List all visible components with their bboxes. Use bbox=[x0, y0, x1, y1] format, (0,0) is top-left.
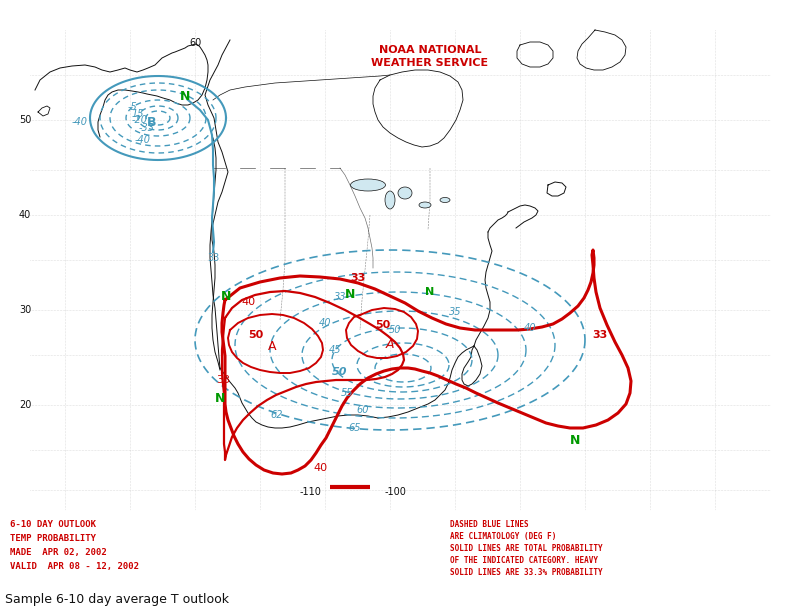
Text: 65: 65 bbox=[348, 423, 361, 433]
Text: 50: 50 bbox=[249, 330, 264, 340]
Ellipse shape bbox=[419, 202, 431, 208]
Text: -40: -40 bbox=[135, 135, 151, 145]
Text: MADE  APR 02, 2002: MADE APR 02, 2002 bbox=[10, 548, 107, 557]
Text: N: N bbox=[215, 392, 225, 405]
Text: SOLID LINES ARE TOTAL PROBABILITY: SOLID LINES ARE TOTAL PROBABILITY bbox=[450, 544, 603, 553]
Text: A: A bbox=[386, 338, 394, 351]
Text: 30: 30 bbox=[19, 305, 31, 315]
Text: -20: -20 bbox=[132, 115, 148, 125]
Text: NOAA NATIONAL: NOAA NATIONAL bbox=[379, 45, 482, 55]
Text: -110: -110 bbox=[299, 487, 321, 497]
Text: 40: 40 bbox=[19, 210, 31, 220]
Text: 45: 45 bbox=[329, 345, 341, 355]
Text: N: N bbox=[425, 287, 435, 297]
Text: DASHED BLUE LINES: DASHED BLUE LINES bbox=[450, 520, 528, 529]
Text: 15: 15 bbox=[131, 109, 144, 119]
Text: 20: 20 bbox=[19, 400, 31, 410]
Text: 60: 60 bbox=[356, 405, 369, 415]
Text: Sample 6-10 day average T outlook: Sample 6-10 day average T outlook bbox=[5, 594, 229, 606]
Text: B: B bbox=[147, 116, 157, 129]
Text: N: N bbox=[345, 288, 355, 302]
Text: 40: 40 bbox=[318, 318, 331, 328]
Text: 33: 33 bbox=[350, 273, 366, 283]
Text: N: N bbox=[221, 289, 231, 302]
Text: ARE CLIMATOLOGY (DEG F): ARE CLIMATOLOGY (DEG F) bbox=[450, 532, 556, 541]
Ellipse shape bbox=[351, 179, 386, 191]
Text: 50: 50 bbox=[389, 325, 402, 335]
Ellipse shape bbox=[398, 187, 412, 199]
Ellipse shape bbox=[385, 191, 395, 209]
Text: 60: 60 bbox=[188, 38, 201, 48]
Text: SOLID LINES ARE 33.3% PROBABILITY: SOLID LINES ARE 33.3% PROBABILITY bbox=[450, 568, 603, 577]
Text: 33: 33 bbox=[592, 330, 607, 340]
Text: 33: 33 bbox=[216, 375, 230, 385]
Ellipse shape bbox=[440, 198, 450, 203]
Text: 40: 40 bbox=[313, 463, 327, 473]
Text: 50: 50 bbox=[333, 367, 348, 377]
Text: 40: 40 bbox=[241, 297, 255, 307]
Text: OF THE INDICATED CATEGORY. HEAVY: OF THE INDICATED CATEGORY. HEAVY bbox=[450, 556, 598, 565]
Text: 50: 50 bbox=[19, 115, 31, 125]
Text: 40: 40 bbox=[524, 323, 536, 333]
Text: 55: 55 bbox=[341, 388, 353, 398]
Text: N: N bbox=[569, 433, 581, 447]
Text: 33: 33 bbox=[333, 292, 346, 302]
Text: -5: -5 bbox=[128, 102, 137, 112]
Text: -100: -100 bbox=[384, 487, 406, 497]
Text: 35: 35 bbox=[449, 307, 461, 317]
Text: WEATHER SERVICE: WEATHER SERVICE bbox=[371, 58, 489, 68]
Text: -33: -33 bbox=[139, 123, 155, 133]
Text: N: N bbox=[180, 89, 190, 102]
Text: 33: 33 bbox=[207, 253, 219, 263]
Text: 50: 50 bbox=[375, 320, 390, 330]
Text: 62: 62 bbox=[271, 410, 284, 420]
Text: 6-10 DAY OUTLOOK: 6-10 DAY OUTLOOK bbox=[10, 520, 96, 529]
Text: TEMP PROBABILITY: TEMP PROBABILITY bbox=[10, 534, 96, 543]
Text: VALID  APR 08 - 12, 2002: VALID APR 08 - 12, 2002 bbox=[10, 562, 139, 571]
Text: -40: -40 bbox=[72, 117, 88, 127]
Text: A: A bbox=[268, 340, 276, 353]
